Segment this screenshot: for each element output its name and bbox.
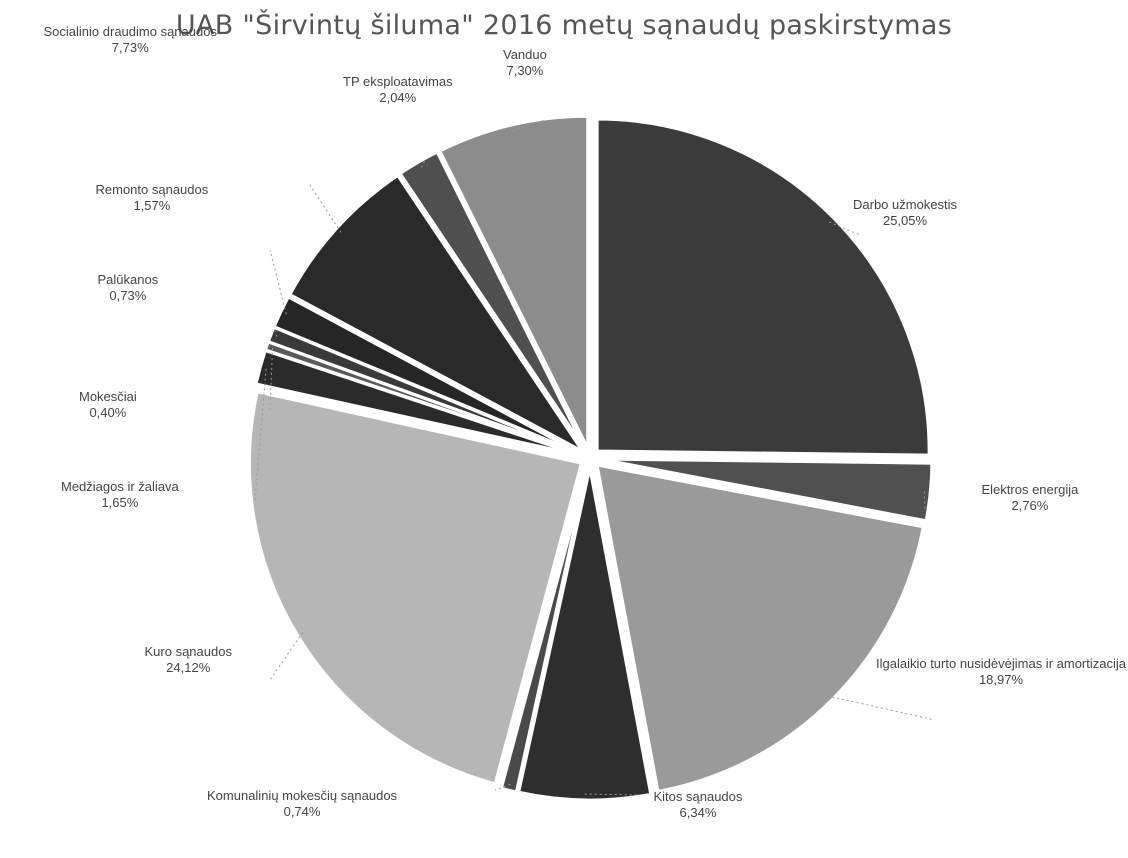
pie-slice-remonto [272,294,582,456]
slice-label-vanduo: Vanduo 7,30% [503,47,547,79]
leader-line-remonto [269,249,287,315]
leader-line-darbo-uzmokestis [828,221,861,236]
slice-label-value: 18,97% [978,672,1024,687]
leader-line-tp-eksploatavimas [420,159,426,168]
pie-slice-tp-eksploatavimas [398,150,587,451]
slice-label-value: 7,73% [111,40,149,55]
slice-label-value: 6,34% [679,805,717,820]
slice-label-ilgalaikio-turto: Ilgalaikio turto nusidėvėjimas ir amorti… [876,656,1126,688]
slice-label-name: Socialinio draudimo sąnaudos [43,24,217,39]
leader-line-vanduo [513,119,546,132]
slice-label-medziagos: Medžiagos ir žaliava 1,65% [61,479,179,511]
pie-slice-kitos-sanaudos [516,467,653,802]
slice-label-kuro-sanaudos: Kuro sąnaudos 24,12% [145,644,232,676]
slice-label-value: 7,30% [506,63,544,78]
slice-label-name: Darbo užmokestis [853,197,958,212]
slice-label-value: 2,76% [1011,498,1049,513]
slice-label-name: Elektros energija [981,482,1079,497]
slice-label-name: Medžiagos ir žaliava [61,479,179,494]
slice-label-value: 0,74% [283,804,321,819]
slice-label-value: 0,73% [109,288,147,303]
leader-line-ilgalaikio-turto [827,695,936,721]
slice-label-name: Remonto sąnaudos [95,182,209,197]
slice-label-name: Palūkanos [97,272,159,287]
leader-line-kuro-sanaudos [269,632,304,681]
slice-label-komunaliniu: Komunalinių mokesčių sąnaudos 0,74% [207,788,397,820]
leader-line-palukanos [274,329,278,337]
leader-line-kitos-sanaudos [584,793,641,796]
chart-title: UAB "Širvintų šiluma" 2016 metų sąnaudų … [175,10,953,41]
slice-label-name: Mokesčiai [79,389,137,404]
slice-label-darbo-uzmokestis: Darbo užmokestis 25,05% [853,197,957,229]
pie-slice-ilgalaikio-turto [595,463,926,794]
slice-label-name: Kitos sąnaudos [653,789,743,804]
slice-label-name: Komunalinių mokesčių sąnaudos [207,788,398,803]
leader-line-medziagos [254,368,267,501]
slice-label-tp-eksploatavimas: TP eksploatavimas 2,04% [343,74,453,106]
slice-label-name: Kuro sąnaudos [144,644,232,659]
slice-label-socialinio-draudimo: Socialinio draudimo sąnaudos 7,73% [44,24,217,56]
pie-slice-kuro-sanaudos [247,389,584,786]
pie-slice-socialinio-draudimo [287,173,584,453]
slice-label-palukanos: Palūkanos 0,73% [98,272,159,304]
slice-label-kitos-sanaudos: Kitos sąnaudos 6,34% [654,789,743,821]
slice-label-value: 1,65% [101,495,139,510]
slice-label-value: 2,04% [379,90,417,105]
pie-slice-vanduo [437,114,590,449]
leader-line-elektros-energija [923,491,926,511]
slice-label-elektros-energija: Elektros energija 2,76% [982,482,1079,514]
slice-label-value: 25,05% [882,213,928,228]
slice-label-value: 0,40% [89,405,127,420]
pie-slice-elektros-energija [599,457,934,523]
leader-line-socialinio-draudimo [309,184,342,233]
pie-slice-darbo-uzmokestis [595,117,931,457]
slice-label-value: 1,57% [133,198,171,213]
slice-label-name: Ilgalaikio turto nusidėvėjimas ir amorti… [876,656,1126,671]
slice-label-name: TP eksploatavimas [343,74,453,89]
slice-label-mokesciai: Mokesčiai 0,40% [79,389,137,421]
slice-label-name: Vanduo [503,47,547,62]
slice-label-value: 24,12% [166,660,211,675]
pie-slice-komunaliniu [499,467,590,794]
leader-line-mokesciai [269,347,274,411]
slice-label-remonto: Remonto sąnaudos 1,57% [96,182,209,214]
